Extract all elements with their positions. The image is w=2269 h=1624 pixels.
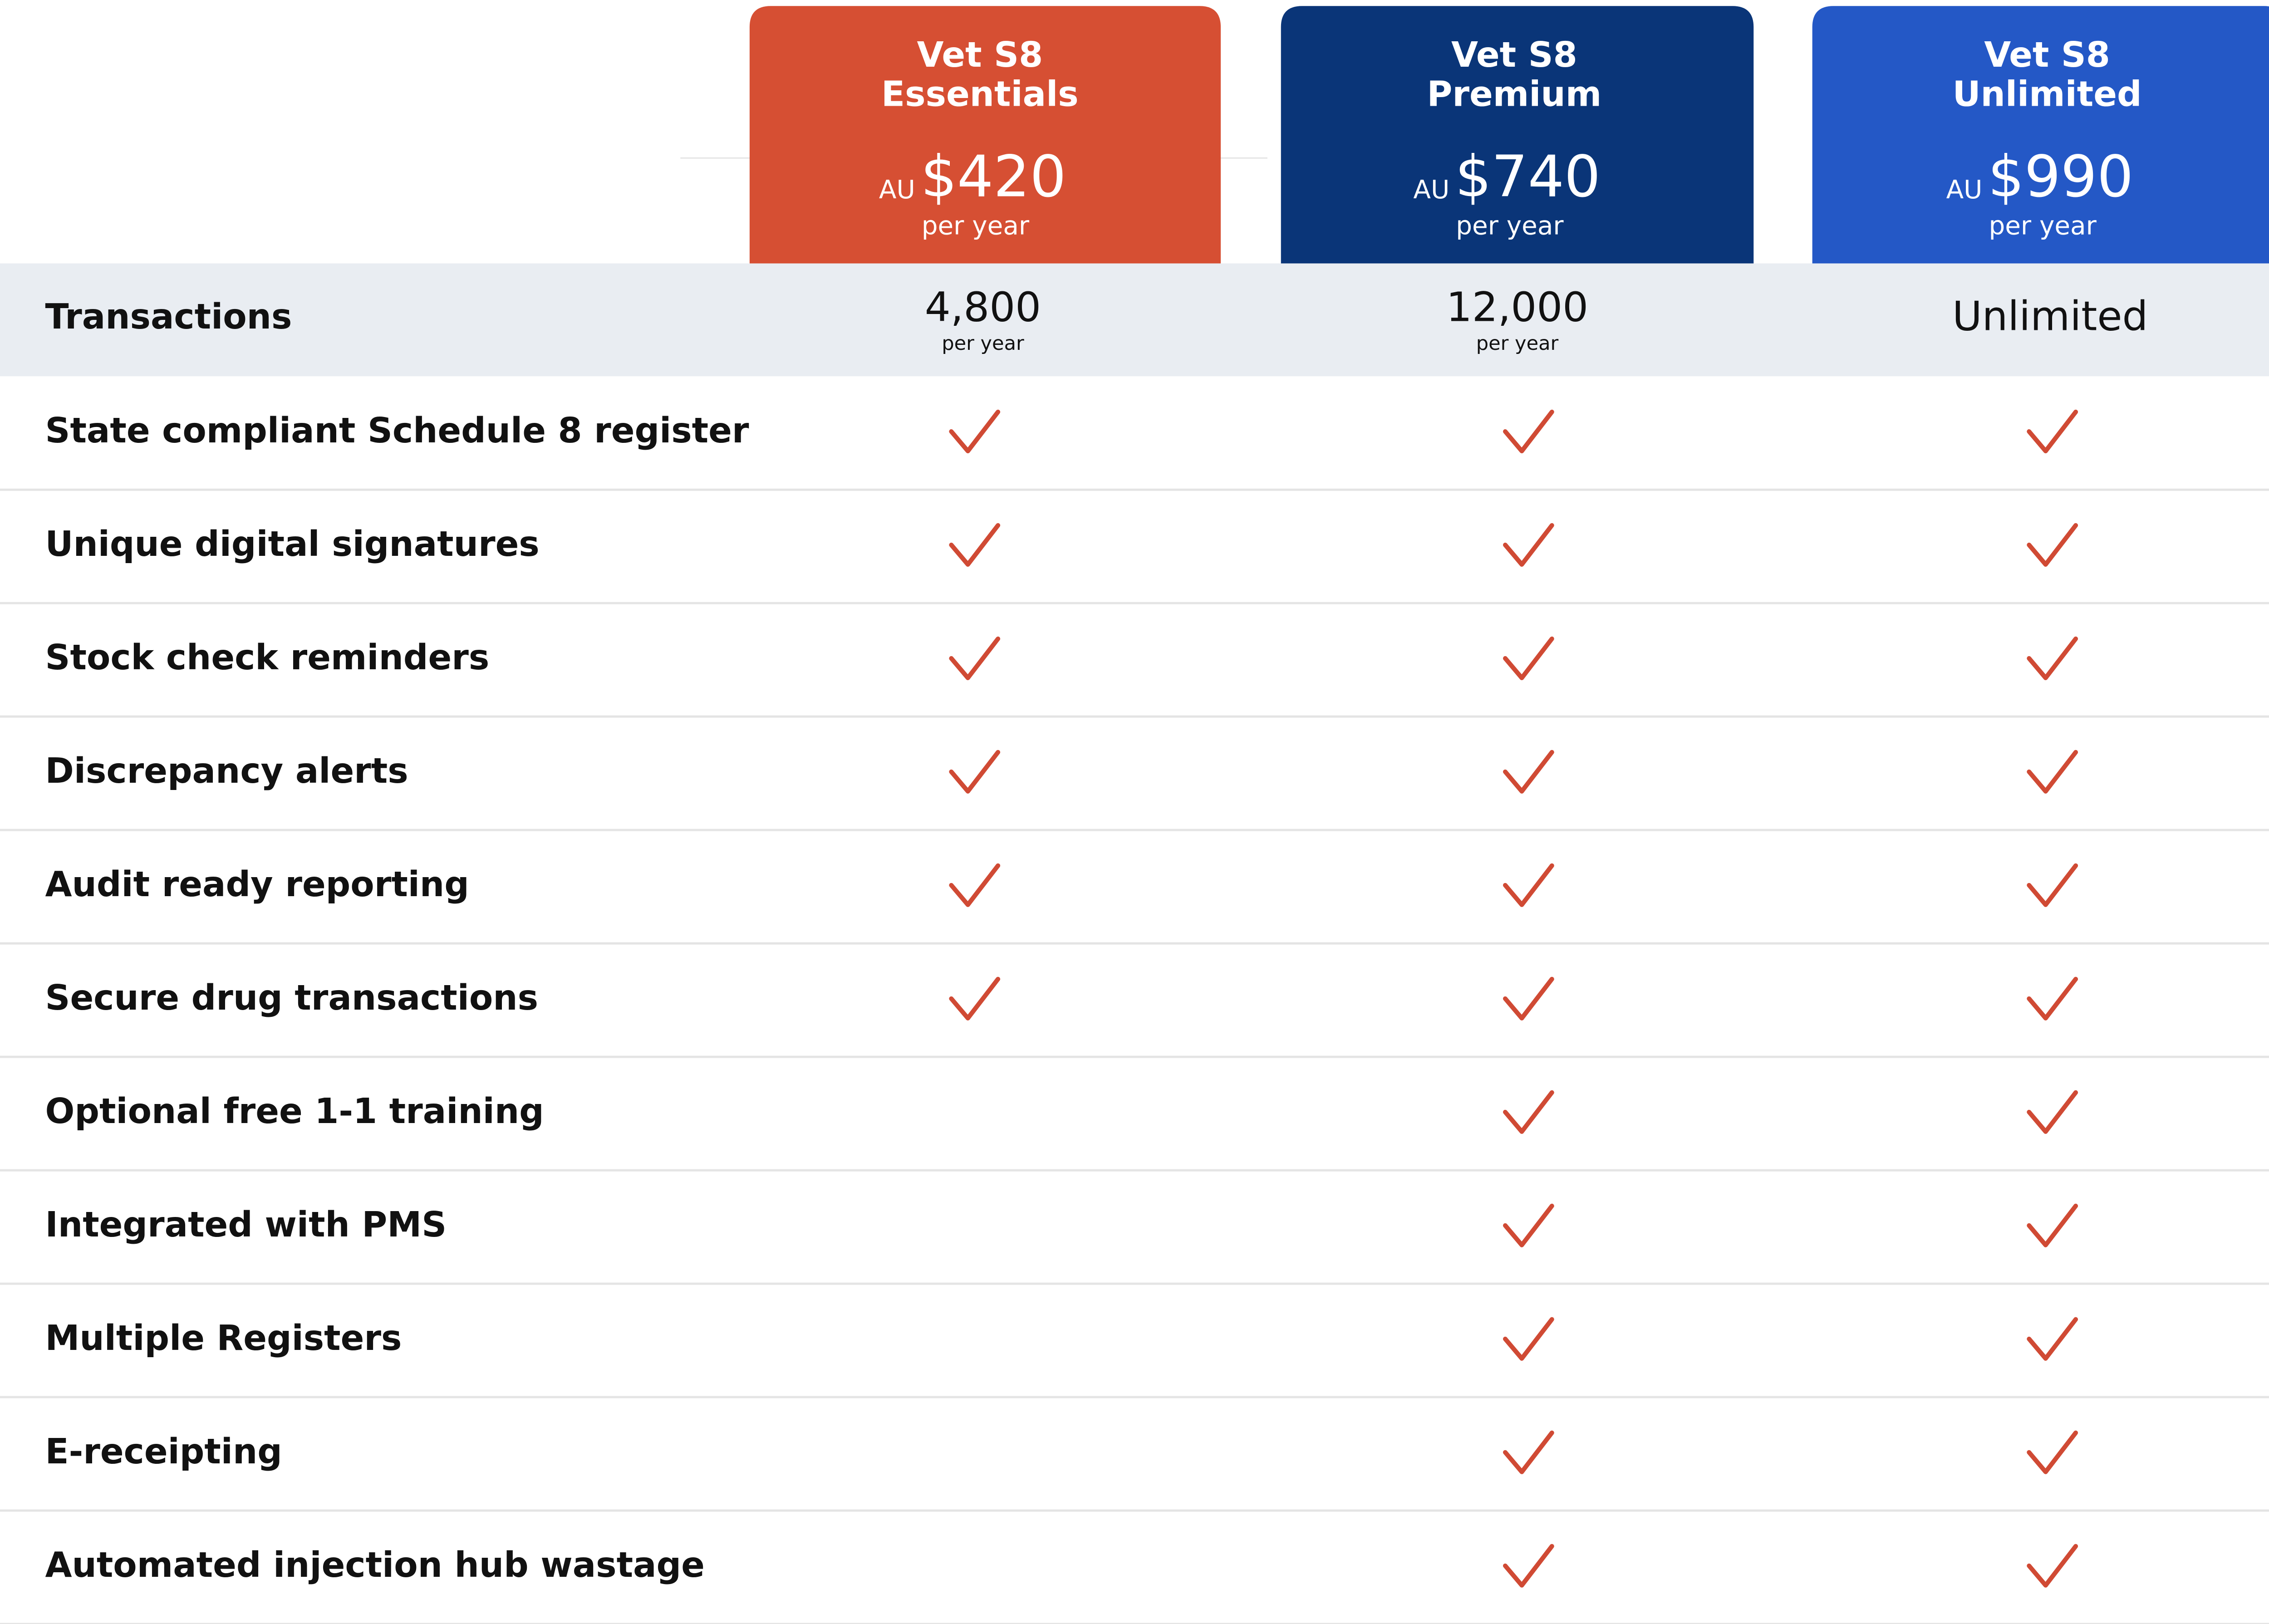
row-label: Transactions — [45, 296, 292, 337]
period: per year — [922, 211, 1030, 240]
period: per year — [1456, 211, 1564, 240]
feature-label: E-receipting — [45, 1431, 282, 1472]
checkmark — [2027, 863, 2078, 907]
feature-label: Secure drug transactions — [45, 977, 539, 1018]
checkmark — [1503, 863, 1554, 907]
currency: AU — [1413, 175, 1449, 205]
feature-label: Automated injection hub wastage — [45, 1545, 705, 1585]
transaction-amount: Unlimited — [1952, 293, 2148, 340]
checkmark — [2027, 636, 2078, 680]
checkmark — [2027, 1544, 2078, 1588]
checkmark — [1503, 750, 1554, 794]
checkmark — [949, 636, 1001, 680]
checkmark — [1503, 523, 1554, 567]
checkmark — [2027, 976, 2078, 1021]
checkmark — [2027, 1317, 2078, 1361]
checkmark — [2027, 1090, 2078, 1134]
feature-label: Unique digital signatures — [45, 524, 540, 564]
checkmark — [2027, 750, 2078, 794]
checkmark — [949, 863, 1001, 907]
plan-header — [1812, 6, 2269, 264]
checkmark — [1503, 1090, 1554, 1134]
feature-label: Multiple Registers — [45, 1318, 402, 1358]
feature-label: Audit ready reporting — [45, 864, 469, 904]
price: $990 — [1988, 143, 2134, 210]
checkmark — [1503, 409, 1554, 454]
checkmark — [1503, 636, 1554, 680]
currency: AU — [879, 175, 915, 205]
plan-header — [749, 6, 1221, 264]
plan-name: Vet S8 — [1984, 34, 2110, 75]
checkmark — [949, 976, 1001, 1021]
checkmark — [2027, 409, 2078, 454]
checkmark — [2027, 1203, 2078, 1247]
plan-header — [1281, 6, 1754, 264]
plan-name: Unlimited — [1953, 74, 2142, 114]
plan-name: Premium — [1427, 74, 1602, 114]
transaction-amount: 12,000 — [1446, 284, 1588, 331]
checkmark — [949, 409, 1001, 454]
transaction-period: per year — [1476, 332, 1559, 355]
period: per year — [1989, 211, 2097, 240]
transaction-amount: 4,800 — [925, 284, 1041, 331]
transaction-period: per year — [942, 332, 1024, 355]
checkmark — [2027, 1430, 2078, 1474]
checkmark — [1503, 1544, 1554, 1588]
checkmark — [1503, 976, 1554, 1021]
checkmark — [949, 523, 1001, 567]
checkmark — [1503, 1203, 1554, 1247]
price: $420 — [921, 143, 1066, 210]
checkmark — [949, 750, 1001, 794]
currency: AU — [1946, 175, 1983, 205]
transactions-row — [0, 263, 2269, 377]
feature-label: Stock check reminders — [45, 637, 490, 677]
plan-name: Vet S8 — [917, 34, 1043, 75]
plan-name: Vet S8 — [1451, 34, 1577, 75]
feature-label: Integrated with PMS — [45, 1204, 447, 1245]
feature-label: Discrepancy alerts — [45, 751, 408, 791]
checkmark — [2027, 523, 2078, 567]
feature-label: State compliant Schedule 8 register — [45, 410, 749, 451]
checkmark — [1503, 1317, 1554, 1361]
plan-name: Essentials — [881, 74, 1079, 114]
feature-label: Optional free 1-1 training — [45, 1091, 544, 1131]
checkmark — [1503, 1430, 1554, 1474]
price: $740 — [1455, 143, 1601, 210]
